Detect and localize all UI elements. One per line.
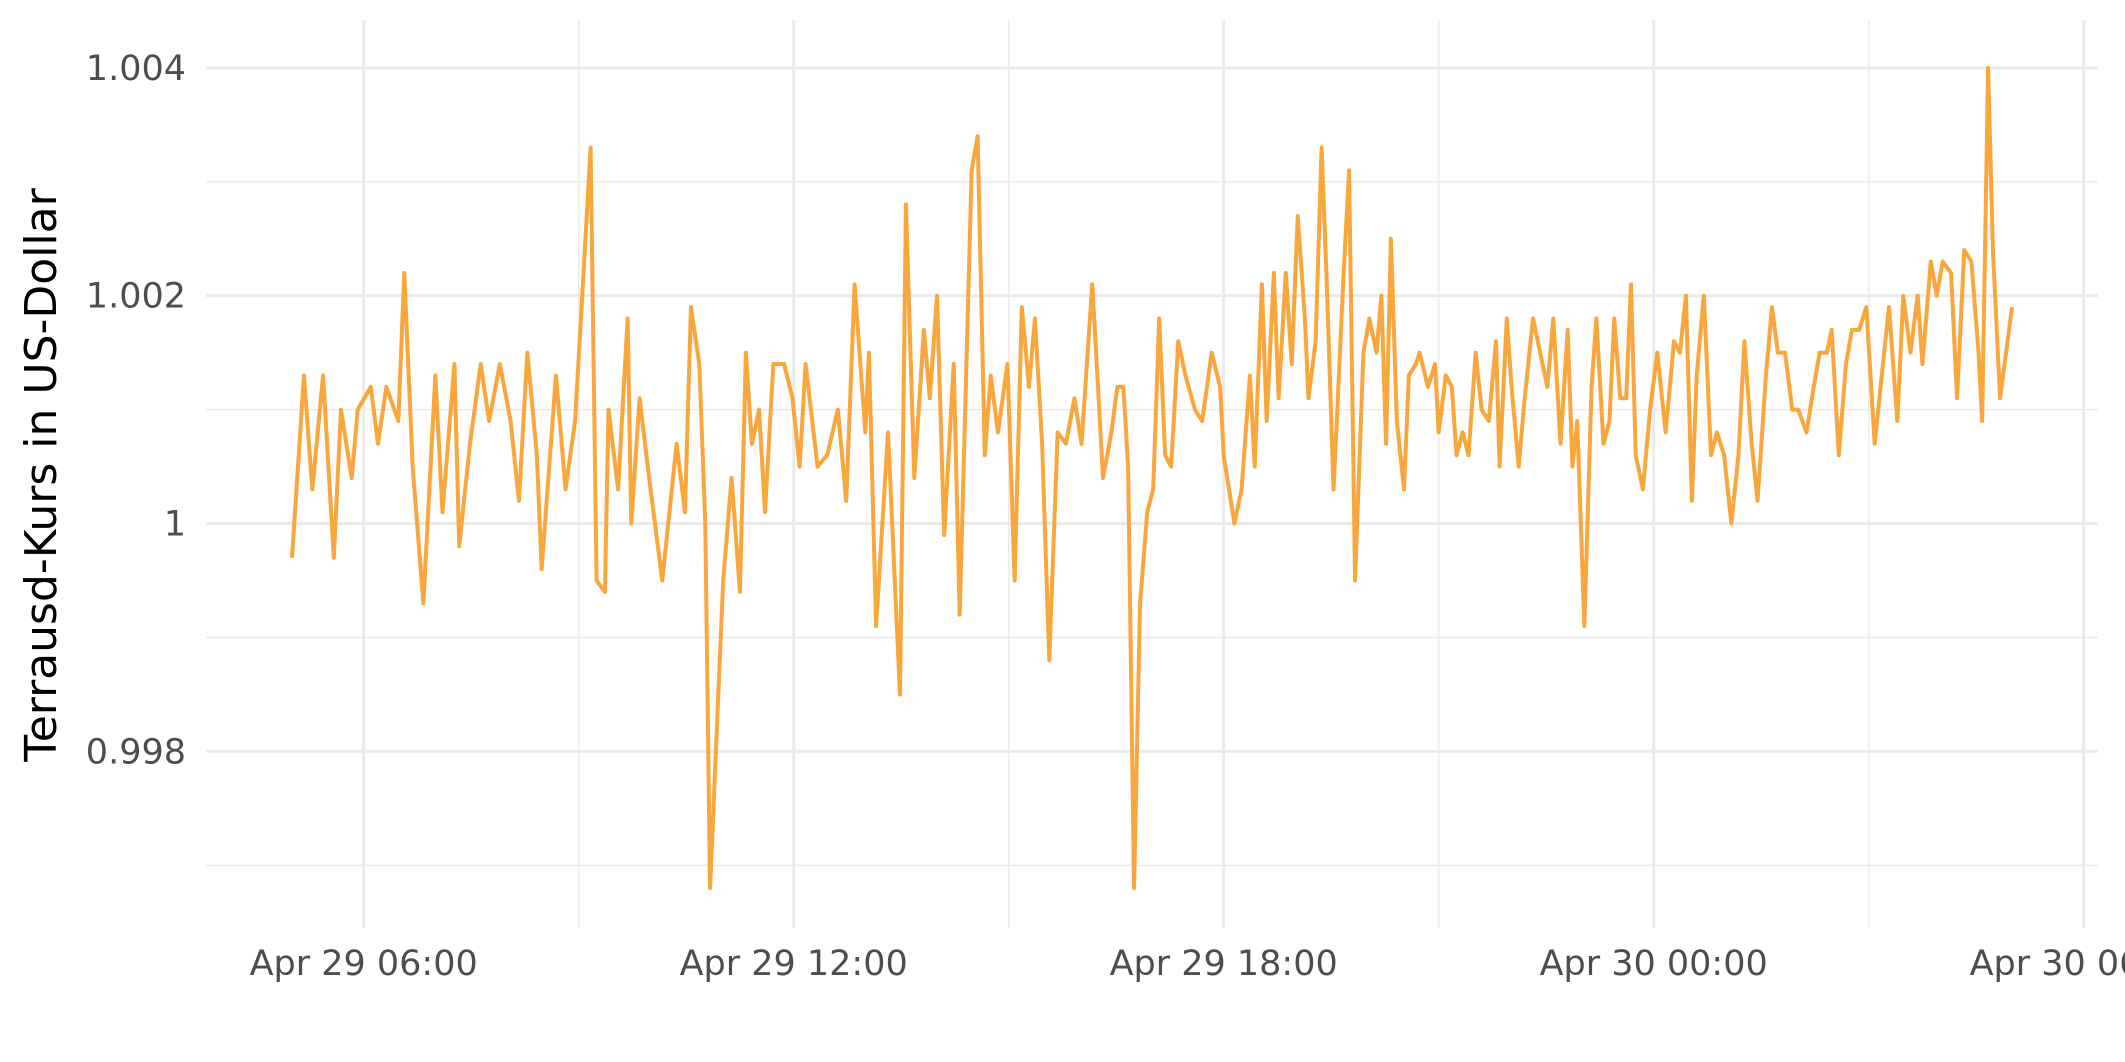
x-tick-label: Apr 29 18:00	[1110, 944, 1338, 984]
y-axis-title: Terrausd-Kurs in US-Dollar	[16, 187, 67, 762]
x-tick-label: Apr 29 12:00	[680, 944, 908, 984]
y-tick-label: 1.004	[86, 49, 186, 89]
y-tick-label: 1.002	[86, 277, 186, 317]
y-tick-label: 1	[164, 505, 186, 545]
data-line	[290, 65, 2014, 891]
x-tick-label: Apr 29 06:00	[250, 944, 478, 984]
x-tick-label: Apr 30 00:00	[1540, 944, 1768, 984]
x-tick-label: Apr 30 06:00	[1970, 944, 2125, 984]
y-tick-label: 0.998	[86, 732, 186, 772]
grid	[206, 20, 2098, 928]
